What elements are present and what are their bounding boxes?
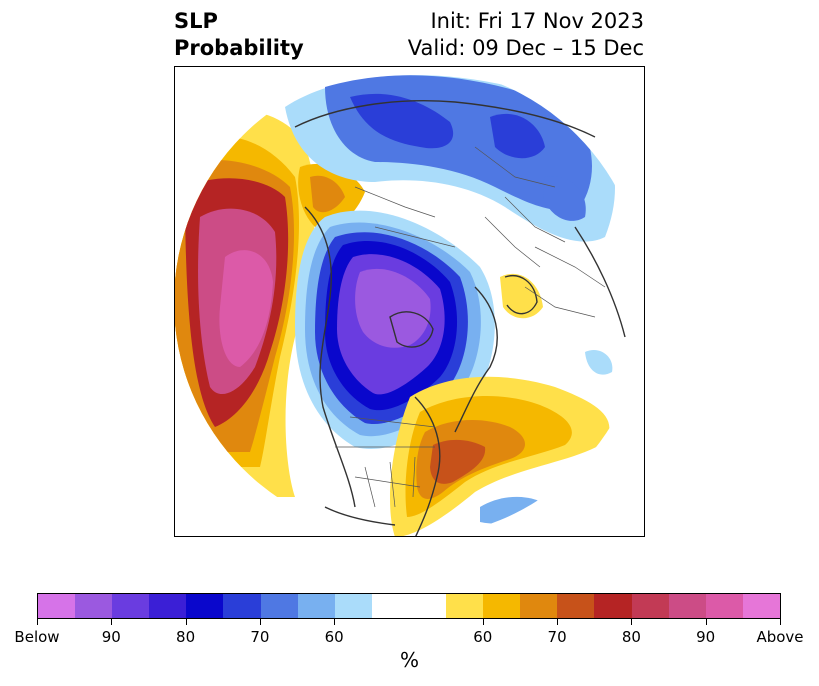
colorbar-tick-label: 90 — [101, 628, 121, 646]
colorbar-segment — [38, 594, 76, 618]
colorbar-segment — [557, 594, 595, 618]
colorbar-tick-mark — [631, 619, 633, 625]
colorbar-tick-mark — [334, 619, 336, 625]
arctic-anomaly-center — [355, 268, 431, 348]
siberia-cool-80 — [350, 93, 454, 149]
init-date: Init: Fri 17 Nov 2023 — [430, 9, 644, 33]
colorbar-segment — [594, 594, 632, 618]
colorbar-segment — [149, 594, 187, 618]
colorbar-tick-mark — [259, 619, 261, 625]
colorbar-segment — [334, 594, 372, 618]
colorbar-segment — [705, 594, 743, 618]
colorbar-segment — [112, 594, 150, 618]
colorbar-tick-mark — [37, 619, 38, 625]
colorbar-segment — [75, 594, 113, 618]
colorbar-tick-label: Below — [14, 628, 60, 646]
colorbar-ticks: Below 90 80 70 60 60 70 80 90 Above — [0, 619, 819, 649]
north-atlantic-cool — [585, 349, 613, 375]
colorbar-tick-label: 80 — [621, 628, 641, 646]
colorbar-tick-label: 80 — [176, 628, 196, 646]
colorbar-segment — [186, 594, 224, 618]
colorbar-tick-mark — [482, 619, 484, 625]
colorbar-segment — [742, 594, 780, 618]
colorbar-tick-label: 70 — [250, 628, 270, 646]
colorbar-tick-label: 60 — [473, 628, 493, 646]
colorbar-segment — [371, 594, 409, 618]
coastlines — [294, 100, 626, 536]
colorbar-segment — [631, 594, 669, 618]
colorbar-tick-mark — [557, 619, 559, 625]
europe-cool-east — [543, 176, 586, 221]
title-line-2: Probability — [174, 36, 304, 60]
colorbar-segment — [520, 594, 558, 618]
probability-field — [175, 67, 644, 536]
colorbar-tick-label: 60 — [324, 628, 344, 646]
colorbar-tick-mark — [111, 619, 113, 625]
colorbar-segment — [260, 594, 298, 618]
colorbar-tick-mark — [185, 619, 187, 625]
colorbar-tick-label: 90 — [696, 628, 716, 646]
colorbar-tick-mark — [705, 619, 707, 625]
map-title: SLP Probability — [174, 8, 304, 62]
colorbar-segment — [408, 594, 447, 618]
colorbar-segment — [446, 594, 484, 618]
colorbar-segment — [223, 594, 261, 618]
probability-colorbar — [37, 593, 781, 619]
colorbar-segment — [297, 594, 335, 618]
polar-map — [174, 66, 645, 537]
pacific-anomaly-core — [219, 250, 273, 367]
valid-range: Valid: 09 Dec – 15 Dec — [407, 36, 644, 60]
colorbar-tick-mark — [780, 619, 781, 625]
canada-warm-core — [310, 175, 345, 213]
colorbar-segment — [668, 594, 706, 618]
political-borders — [335, 146, 606, 508]
forecast-dates: Init: Fri 17 Nov 2023 Valid: 09 Dec – 15… — [408, 8, 644, 62]
colorbar-tick-label: Above — [756, 628, 804, 646]
colorbar-tick-label: 70 — [547, 628, 567, 646]
colorbar-segment — [483, 594, 521, 618]
europe-warm-blob — [500, 273, 543, 319]
scandinavia-cool — [490, 113, 545, 159]
atlantic-warm-core — [430, 439, 486, 484]
colorbar-unit-label: % — [399, 648, 419, 672]
title-line-1: SLP — [174, 9, 218, 33]
